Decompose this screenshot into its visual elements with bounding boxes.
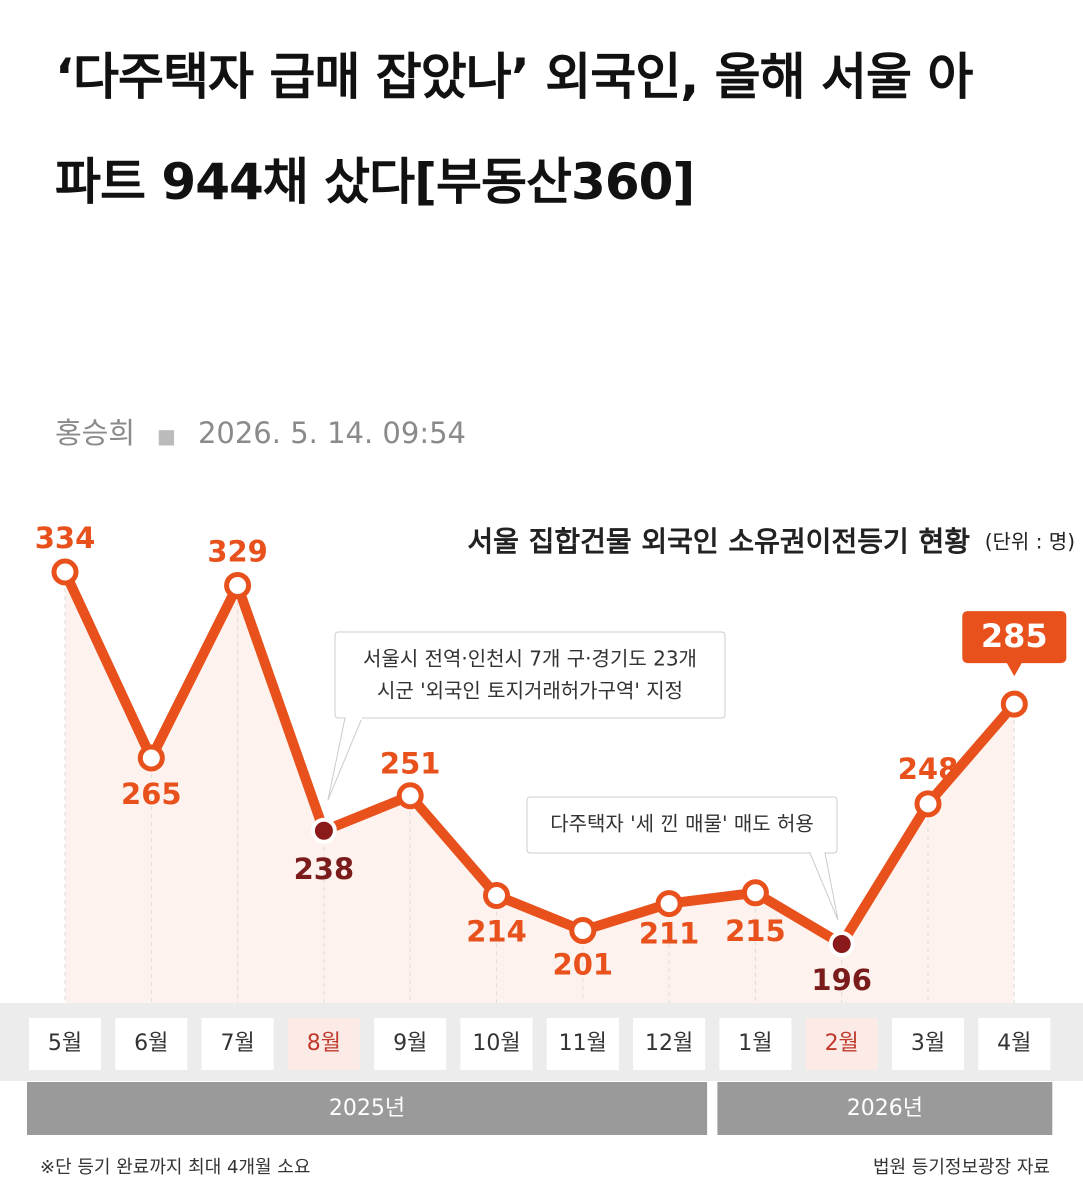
value-label: 211 <box>639 917 700 951</box>
footnote: ※단 등기 완료까지 최대 4개월 소요 <box>40 1157 310 1178</box>
year-label: 2026년 <box>847 1096 923 1121</box>
point <box>569 917 597 945</box>
point <box>741 879 769 907</box>
area <box>65 572 1015 1003</box>
point <box>396 782 424 810</box>
author: 홍승희 <box>55 416 136 450</box>
annotation-text: 시군 '외국인 토지거래허가구역' 지정 <box>377 679 683 703</box>
category-box <box>633 1018 706 1070</box>
x-tick-label: 5월 <box>48 1031 82 1056</box>
x-tick-label: 12월 <box>645 1031 693 1056</box>
x-tick-label: 2월 <box>825 1031 859 1056</box>
category-box <box>978 1018 1051 1070</box>
category-box <box>892 1018 964 1070</box>
chart-title: 서울 집합건물 외국인 소유권이전등기 현황 <box>467 525 970 558</box>
point <box>137 744 165 772</box>
value-label: 201 <box>553 948 614 982</box>
byline: 홍승희 ■ 2026. 5. 14. 09:54 <box>55 416 466 450</box>
x-tick-label: 6월 <box>134 1031 168 1056</box>
x-tick-label: 7월 <box>220 1031 254 1056</box>
category-box <box>719 1018 792 1070</box>
value-label: 196 <box>811 963 872 997</box>
category-box <box>374 1018 447 1070</box>
value-label: 334 <box>35 521 96 555</box>
year-label: 2025년 <box>329 1096 405 1121</box>
value-label: 238 <box>294 852 355 886</box>
x-tick-label: 11월 <box>559 1031 607 1056</box>
article-header: ‘다주택자 급매 잡았나’ 외국인, 올해 서울 아파트 944채 샀다[부동산… <box>0 0 1083 500</box>
point <box>51 558 79 586</box>
x-tick-label: 4월 <box>997 1031 1031 1056</box>
value-label: 248 <box>898 752 959 786</box>
year-bar <box>27 1082 708 1135</box>
value-label: 329 <box>207 534 268 568</box>
point <box>224 571 252 599</box>
value-label: 265 <box>121 777 182 811</box>
value-label: 251 <box>380 747 441 781</box>
source: 법원 등기정보광장 자료 <box>873 1157 1050 1178</box>
article-title: ‘다주택자 급매 잡았나’ 외국인, 올해 서울 아파트 944채 샀다[부동산… <box>55 48 973 211</box>
value-label: 215 <box>725 914 786 948</box>
value-callout <box>962 611 1067 664</box>
category-box <box>115 1018 188 1070</box>
value-label: 285 <box>981 617 1048 655</box>
year-bar <box>717 1082 1053 1135</box>
point <box>914 790 942 818</box>
category-box <box>29 1018 101 1070</box>
chart: (단위 : 명) 서울 집합건물 외국인 소유권이전등기 현황 ※단 등기 완료… <box>0 521 1083 1178</box>
category-box <box>546 1018 619 1070</box>
x-tick-label: 1월 <box>738 1031 772 1056</box>
category-box <box>201 1018 274 1070</box>
point <box>1000 690 1028 718</box>
category-box <box>287 1018 360 1070</box>
value-label: 214 <box>466 914 527 948</box>
line <box>60 569 1019 949</box>
x-tick-label: 9월 <box>393 1031 427 1056</box>
date: 2026. 5. 14. 09:54 <box>197 416 466 450</box>
annotation-text: 서울시 전역·인천시 7개 구·경기도 23개 <box>363 647 697 671</box>
category-box <box>460 1018 533 1070</box>
unit-label: (단위 : 명) <box>985 530 1075 554</box>
point <box>310 817 337 844</box>
x-tick-label: 8월 <box>307 1031 341 1056</box>
x-tick-label: 10월 <box>472 1031 520 1056</box>
point <box>655 890 683 918</box>
category-box <box>805 1018 878 1070</box>
point <box>483 881 510 909</box>
annotation-text: 다주택자 '세 낀 매물' 매도 허용 <box>550 812 814 836</box>
x-tick-label: 3월 <box>911 1031 945 1056</box>
point <box>828 931 855 957</box>
value-callout-pointer <box>1006 662 1023 677</box>
